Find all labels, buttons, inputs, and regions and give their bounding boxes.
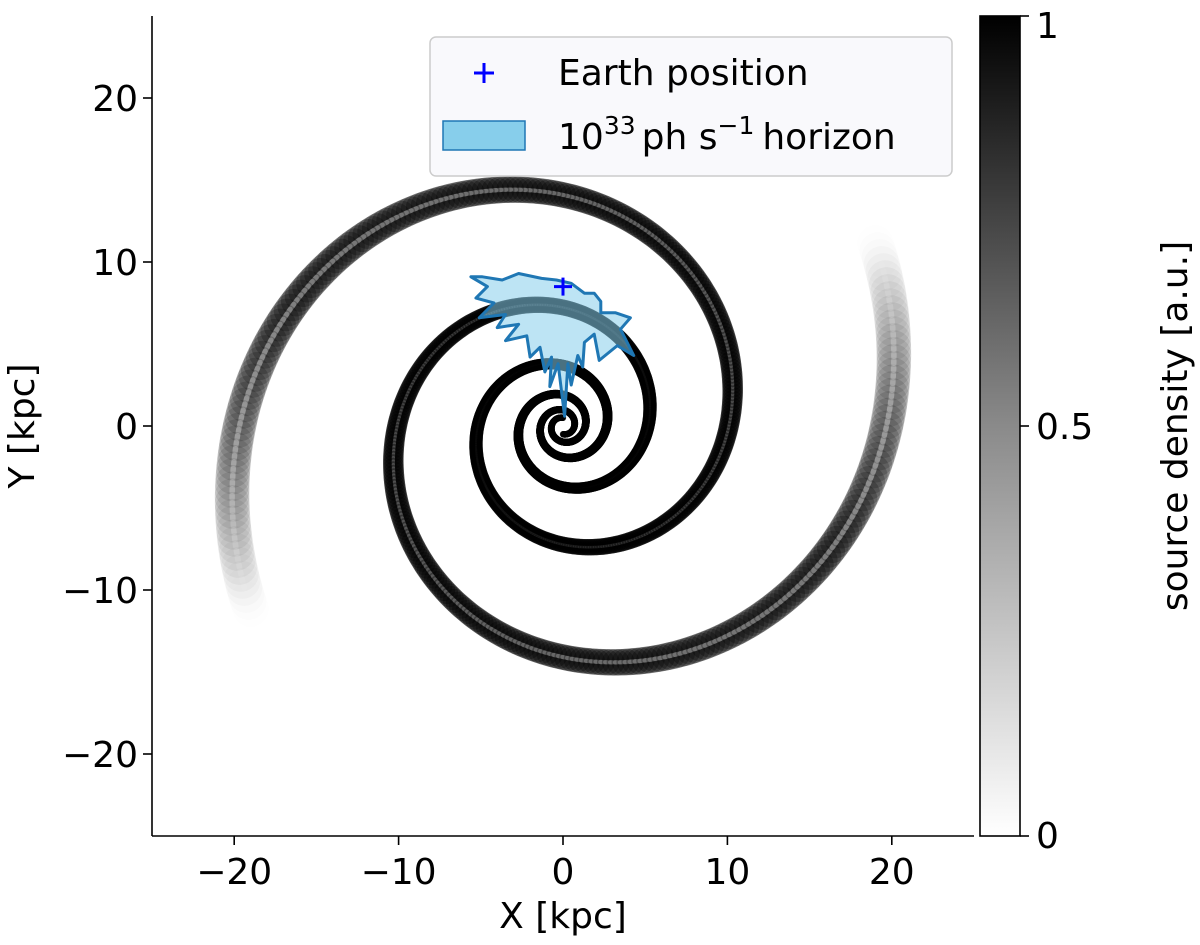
x-tick-label: 20	[869, 852, 915, 893]
x-tick-label: −20	[196, 852, 272, 893]
legend-earth-label: Earth position	[558, 53, 809, 94]
x-axis-ticks: −20 −10 0 10 20	[196, 836, 915, 893]
x-axis-label: X [kpc]	[499, 896, 627, 937]
legend-horizon-label: 1033 ph s−1 horizon	[558, 111, 896, 158]
colorbar: 00.51 source density [a.u.]	[979, 6, 1196, 857]
colorbar-ticks: 00.51	[1020, 6, 1093, 857]
colorbar-gradient	[979, 15, 1021, 837]
y-tick-label: −10	[62, 571, 138, 612]
colorbar-label: source density [a.u.]	[1155, 241, 1196, 611]
spiral-arm-1	[382, 254, 912, 676]
legend-earth-marker	[474, 63, 494, 83]
spiral-density-map	[214, 176, 912, 676]
x-tick-label: 0	[552, 852, 575, 893]
earth-position-marker	[554, 277, 572, 296]
plot-area	[214, 176, 912, 676]
horizon-polygon	[469, 272, 636, 418]
colorbar-tick-label: 1	[1036, 6, 1059, 47]
horizon-region	[469, 272, 636, 418]
spiral-arm-2	[214, 176, 744, 598]
y-tick-label: 10	[92, 243, 138, 284]
legend-frame	[429, 36, 953, 177]
colorbar-tick-label: 0	[1036, 816, 1059, 857]
y-axis-ticks: −20 −10 0 10 20	[62, 79, 152, 776]
y-tick-label: 20	[92, 79, 138, 120]
colorbar-tick-label: 0.5	[1036, 407, 1093, 448]
x-tick-label: −10	[361, 852, 437, 893]
x-tick-label: 10	[704, 852, 750, 893]
y-tick-label: −20	[62, 735, 138, 776]
legend: Earth position 1033 ph s−1 horizon	[429, 36, 953, 177]
y-tick-label: 0	[115, 407, 138, 448]
y-axis-label: Y [kpc]	[2, 363, 43, 489]
legend-horizon-swatch	[442, 120, 526, 151]
